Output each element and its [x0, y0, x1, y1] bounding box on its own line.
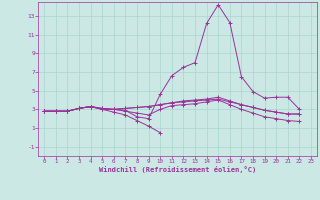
X-axis label: Windchill (Refroidissement éolien,°C): Windchill (Refroidissement éolien,°C) — [99, 166, 256, 173]
